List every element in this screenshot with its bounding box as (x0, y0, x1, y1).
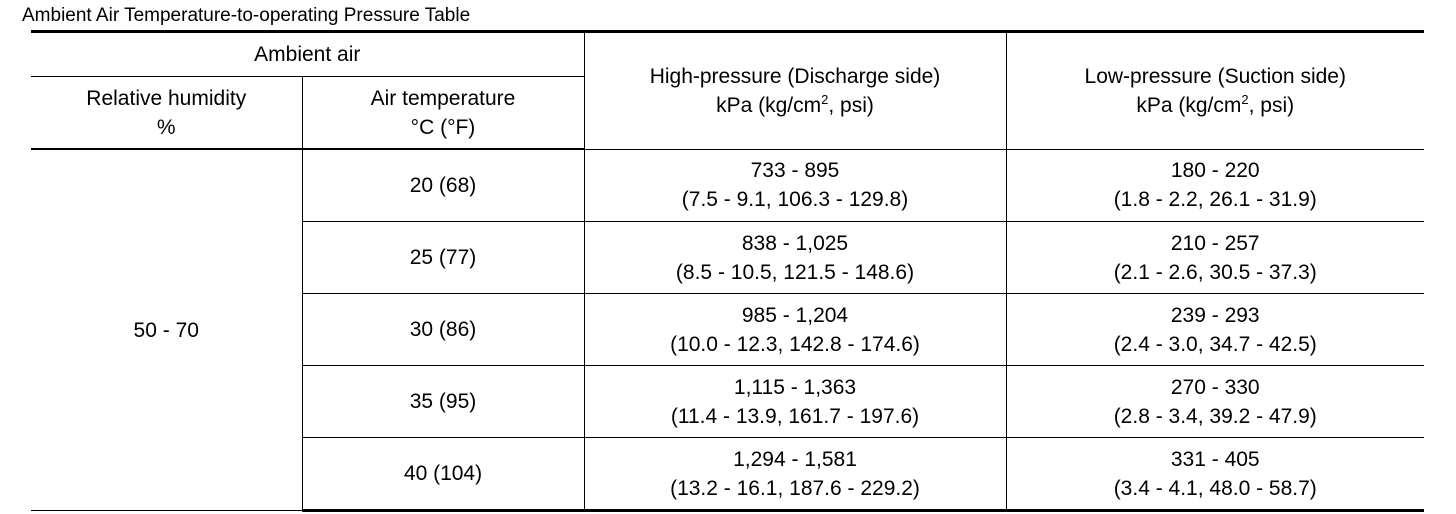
pressure-table: Ambient air High-pressure (Discharge sid… (31, 30, 1424, 512)
temp-cell: 25 (77) (302, 221, 585, 294)
table-row: 30 (86) 985 - 1,204 (10.0 - 12.3, 142.8 … (31, 293, 1424, 366)
air-temperature-unit: C (F) (303, 113, 584, 142)
table-row: 50 - 70 20 (68) 733 - 895 (7.5 - 9.1, 10… (31, 148, 1424, 511)
high-pressure-title: High-pressure (Discharge side) (649, 64, 941, 88)
ambient-air-header: Ambient air (31, 30, 585, 77)
high-pressure-cell: 733 - 895 (7.5 - 9.1, 106.3 - 129.8) (583, 148, 1007, 222)
table-title: Ambient Air Temperature-to-operating Pre… (22, 5, 471, 26)
high-pressure-cell: 838 - 1,025 (8.5 - 10.5, 121.5 - 148.6) (583, 221, 1007, 294)
relative-humidity-label: Relative humidity (86, 86, 247, 110)
low-pressure-cell: 180 - 220 (1.8 - 2.2, 26.1 - 31.9) (1005, 148, 1424, 222)
humidity-cell: 50 - 70 (31, 148, 303, 511)
low-pressure-unit: kPa (kg/cm2, psi) (1136, 91, 1295, 117)
air-temperature-header: Air temperature C (F) (301, 76, 584, 150)
low-pressure-cell: 210 - 257 (2.1 - 2.6, 30.5 - 37.3) (1005, 221, 1424, 294)
table-row: 40 (104) 1,294 - 1,581 (13.2 - 16.1, 187… (31, 437, 1424, 512)
high-pressure-cell: 985 - 1,204 (10.0 - 12.3, 142.8 - 174.6) (583, 293, 1007, 366)
low-pressure-cell: 270 - 330 (2.8 - 3.4, 39.2 - 47.9) (1005, 365, 1424, 438)
table-row: 35 (95) 1,115 - 1,363 (11.4 - 13.9, 161.… (31, 365, 1424, 438)
high-pressure-header: High-pressure (Discharge side) kPa (kg/c… (583, 30, 1007, 150)
low-pressure-cell: 331 - 405 (3.4 - 4.1, 48.0 - 58.7) (1005, 437, 1424, 512)
low-pressure-cell: 239 - 293 (2.4 - 3.0, 34.7 - 42.5) (1005, 293, 1424, 366)
high-pressure-cell: 1,115 - 1,363 (11.4 - 13.9, 161.7 - 197.… (583, 365, 1007, 438)
high-pressure-unit: kPa (kg/cm2, psi) (716, 91, 874, 117)
temp-cell: 30 (86) (302, 293, 585, 366)
low-pressure-header: Low-pressure (Suction side) kPa (kg/cm2,… (1005, 30, 1424, 150)
temp-cell: 35 (95) (302, 365, 585, 438)
low-pressure-title: Low-pressure (Suction side) (1084, 64, 1346, 88)
temp-cell: 20 (68) (301, 148, 585, 222)
high-pressure-cell: 1,294 - 1,581 (13.2 - 16.1, 187.6 - 229.… (583, 437, 1007, 512)
temp-cell: 40 (104) (302, 437, 585, 512)
air-temperature-label: Air temperature (370, 86, 516, 110)
relative-humidity-unit: % (156, 115, 176, 139)
relative-humidity-header: Relative humidity % (31, 76, 303, 150)
